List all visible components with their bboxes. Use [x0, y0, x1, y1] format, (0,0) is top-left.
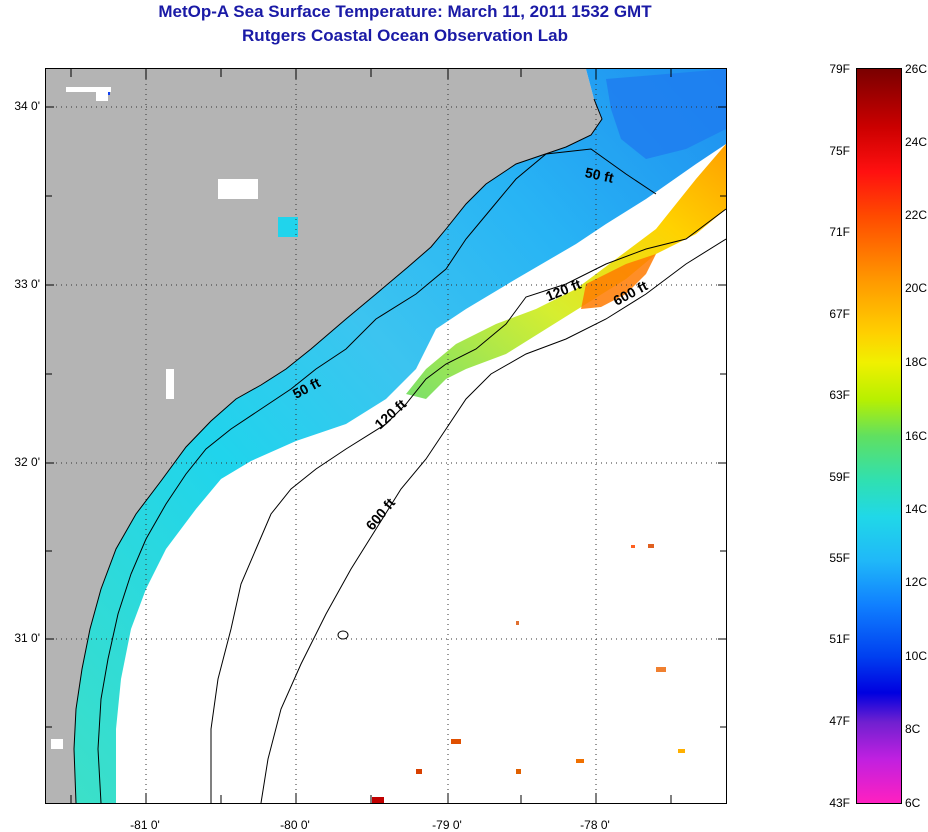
colorbar-c-label: 12C	[905, 575, 928, 589]
lat-label: 33 0'	[14, 277, 40, 291]
colorbar-f-label: 43F	[829, 796, 850, 810]
lon-label: -79 0'	[432, 818, 462, 832]
map-title: MetOp-A Sea Surface Temperature: March 1…	[158, 2, 652, 21]
colorbar-c-label: 18C	[905, 355, 928, 369]
coastline	[73, 98, 603, 803]
colorbar-f-label: 55F	[829, 551, 850, 565]
contour-50ft	[97, 148, 657, 803]
axis-ticks	[46, 69, 726, 803]
colorbar-c-label: 20C	[905, 281, 928, 295]
lat-label: 32 0'	[14, 455, 40, 469]
lon-label: -80 0'	[280, 818, 310, 832]
lon-label: -78 0'	[580, 818, 610, 832]
colorbar-c-label: 22C	[905, 208, 928, 222]
colorbar-c-label: 8C	[905, 722, 921, 736]
colorbar-f-label: 63F	[829, 388, 850, 402]
lat-label: 31 0'	[14, 631, 40, 645]
colorbar-f-label: 67F	[829, 307, 850, 321]
colorbar-f-label: 59F	[829, 470, 850, 484]
map-subtitle: Rutgers Coastal Ocean Observation Lab	[242, 26, 568, 45]
colorbar-c-label: 14C	[905, 502, 928, 516]
land-mass	[46, 69, 602, 803]
lat-label: 34 0'	[14, 99, 40, 113]
colorbar-f-label: 51F	[829, 632, 850, 646]
colorbar-c-label: 16C	[905, 429, 928, 443]
sst-map	[45, 68, 727, 804]
colorbar-f-label: 47F	[829, 714, 850, 728]
colorbar-c-label: 26C	[905, 62, 928, 76]
colorbar-f-label: 75F	[829, 144, 850, 158]
sst-warm-band	[406, 144, 726, 399]
colorbar-f-label: 79F	[829, 62, 850, 76]
contour-600ft	[260, 238, 726, 803]
contour-120ft	[210, 208, 726, 803]
map-canvas	[46, 69, 726, 803]
temperature-colorbar	[856, 68, 902, 804]
colorbar-c-label: 24C	[905, 135, 928, 149]
sst-blue-patch	[606, 69, 726, 159]
colorbar-f-label: 71F	[829, 225, 850, 239]
land-cloud-specks	[51, 87, 298, 749]
lon-label: -81 0'	[130, 818, 160, 832]
colorbar-c-label: 6C	[905, 796, 921, 810]
sst-hot-patch	[581, 254, 656, 309]
colorbar-c-label: 10C	[905, 649, 928, 663]
